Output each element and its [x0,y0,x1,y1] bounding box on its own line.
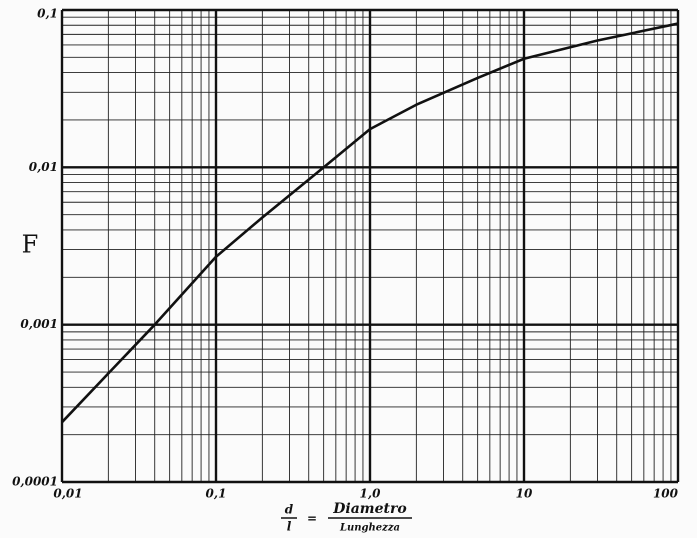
data-line [61,22,679,424]
y-axis-label: F [22,231,39,259]
x-label-num: Diametro [332,501,406,517]
x-label-den: l [287,520,292,534]
y-tick-label: 0,01 [29,160,58,174]
x-tick-label: 0,01 [53,487,82,501]
x-tick-label: 10 [516,487,533,501]
x-label-den: Lunghezza [339,523,400,534]
y-tick-label: 0,001 [20,317,58,331]
x-label-eq: = [307,512,317,526]
x-tick-label: 100 [653,487,679,501]
y-tick-label: 0,1 [37,7,58,21]
x-tick-label: 1,0 [360,487,382,501]
x-tick-label: 0,1 [206,487,227,501]
x-axis-label: d l = Diametro Lunghezza [281,501,412,534]
y-tick-label: 0,0001 [12,475,58,489]
x-label-num: d [285,503,294,517]
